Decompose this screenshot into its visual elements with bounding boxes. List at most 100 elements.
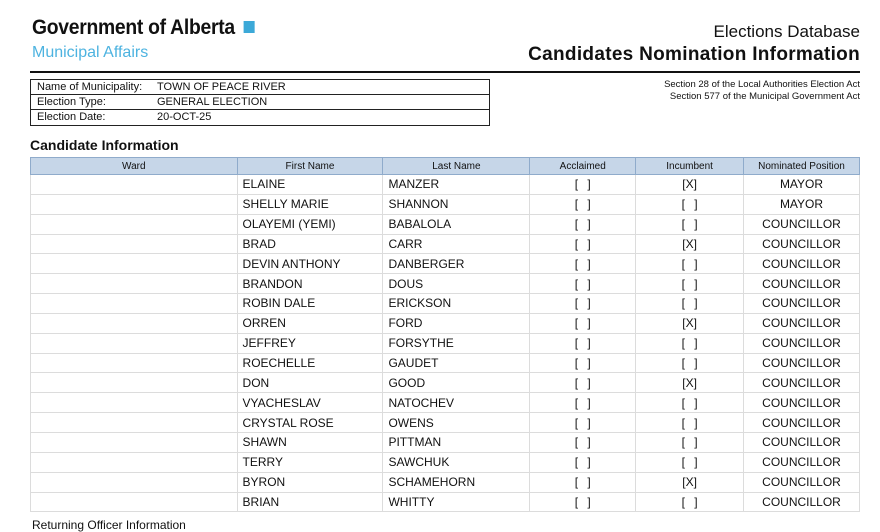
cell-acclaimed: [ ] <box>529 412 637 433</box>
cell-first-name: TERRY <box>236 451 384 473</box>
column-header-last-name: Last Name <box>382 157 531 175</box>
cell-acclaimed: [ ] <box>529 293 637 314</box>
column-header-acclaimed: Acclaimed <box>529 157 637 175</box>
cell-last-name: PITTMAN <box>382 431 531 453</box>
cell-first-name: BYRON <box>236 471 384 493</box>
cell-first-name: OLAYEMI (YEMI) <box>236 213 384 235</box>
cell-ward <box>30 213 238 235</box>
cell-ward <box>30 293 238 314</box>
cell-position: COUNCILLOR <box>743 312 860 334</box>
table-row: BYRON SCHAMEHORN[ ] [X] COUNCILLOR <box>30 471 860 493</box>
cell-last-name: CARR <box>382 233 531 255</box>
cell-acclaimed: [ ] <box>529 174 637 195</box>
cell-position: COUNCILLOR <box>743 253 860 275</box>
cell-last-name: SHANNON <box>382 193 531 215</box>
cell-ward <box>30 312 238 334</box>
cell-first-name: DEVIN ANTHONY <box>236 253 384 275</box>
cell-position: COUNCILLOR <box>743 352 860 374</box>
table-row: TERRY SAWCHUK[ ][ ] COUNCILLOR <box>30 451 860 473</box>
page-title: Candidates Nomination Information <box>528 44 860 65</box>
cell-acclaimed: [ ] <box>529 471 637 493</box>
cell-first-name: ROBIN DALE <box>236 293 384 314</box>
info-label: Name of Municipality: <box>37 81 143 93</box>
cell-first-name: SHAWN <box>236 431 384 453</box>
election-info-box: Name of Municipality: TOWN OF PEACE RIVER… <box>30 79 490 126</box>
table-row: BRANDON DOUS[ ][ ] COUNCILLOR <box>30 273 860 295</box>
cell-ward <box>30 471 238 493</box>
cell-last-name: FORD <box>382 312 531 334</box>
cell-first-name: SHELLY MARIE <box>236 193 384 215</box>
cell-ward <box>30 332 238 354</box>
cell-incumbent: [X] <box>635 471 745 493</box>
cell-acclaimed: [ ] <box>529 431 637 453</box>
cell-acclaimed: [ ] <box>529 213 637 235</box>
cell-first-name: JEFFREY <box>236 332 384 354</box>
info-value: GENERAL ELECTION <box>157 96 268 108</box>
table-row: OLAYEMI (YEMI) BABALOLA[ ][ ] COUNCILLOR <box>30 213 860 235</box>
table-row: ROECHELLE GAUDET[ ][ ] COUNCILLOR <box>30 352 860 374</box>
cell-position: COUNCILLOR <box>743 412 860 433</box>
cell-ward <box>30 451 238 473</box>
cell-acclaimed: [ ] <box>529 392 637 414</box>
cell-incumbent: [ ] <box>635 451 745 473</box>
cell-incumbent: [X] <box>635 233 745 255</box>
cell-last-name: BABALOLA <box>382 213 531 235</box>
cell-incumbent: [ ] <box>635 491 745 513</box>
cell-ward <box>30 392 238 414</box>
cell-incumbent: [ ] <box>635 431 745 453</box>
cell-incumbent: [ ] <box>635 412 745 433</box>
table-row: BRAD CARR[ ] [X] COUNCILLOR <box>30 233 860 255</box>
table-row: DEVIN ANTHONY DANBERGER[ ][ ] COUNCILLOR <box>30 253 860 275</box>
cell-position: COUNCILLOR <box>743 451 860 473</box>
table-row: SHAWN PITTMAN[ ][ ] COUNCILLOR <box>30 431 860 453</box>
cell-acclaimed: [ ] <box>529 372 637 394</box>
cell-first-name: VYACHESLAV <box>236 392 384 414</box>
cell-last-name: ERICKSON <box>382 293 531 314</box>
cell-incumbent: [ ] <box>635 273 745 295</box>
cell-ward <box>30 412 238 433</box>
cell-incumbent: [ ] <box>635 193 745 215</box>
table-row: JEFFREY FORSYTHE[ ][ ] COUNCILLOR <box>30 332 860 354</box>
section-reference: Section 28 of the Local Authorities Elec… <box>664 79 860 90</box>
cell-last-name: OWENS <box>382 412 531 433</box>
info-value: TOWN OF PEACE RIVER <box>157 81 286 93</box>
table-row: ELAINE MANZER[ ] [X] MAYOR <box>30 174 860 195</box>
table-row: BRIAN WHITTY[ ][ ] COUNCILLOR <box>30 491 860 513</box>
cell-incumbent: [ ] <box>635 332 745 354</box>
cell-last-name: SCHAMEHORN <box>382 471 531 493</box>
cell-incumbent: [ ] <box>635 293 745 314</box>
info-value: 20-OCT-25 <box>157 111 212 123</box>
cell-incumbent: [X] <box>635 174 745 195</box>
cell-ward <box>30 174 238 195</box>
cell-acclaimed: [ ] <box>529 233 637 255</box>
table-row: SHELLY MARIE SHANNON[ ][ ] MAYOR <box>30 193 860 215</box>
cell-acclaimed: [ ] <box>529 451 637 473</box>
info-label: Election Date: <box>37 111 106 123</box>
cell-first-name: ELAINE <box>236 174 384 195</box>
cell-ward <box>30 233 238 255</box>
table-row: DON GOOD[ ] [X] COUNCILLOR <box>30 372 860 394</box>
cell-last-name: GAUDET <box>382 352 531 374</box>
info-row: Name of Municipality: TOWN OF PEACE RIVER <box>31 80 489 95</box>
cell-last-name: NATOCHEV <box>382 392 531 414</box>
column-header-position: Nominated Position <box>743 157 860 175</box>
cell-incumbent: [ ] <box>635 253 745 275</box>
cell-ward <box>30 431 238 453</box>
section-reference: Section 577 of the Municipal Government … <box>669 91 860 102</box>
table-row: ORREN FORD[ ] [X] COUNCILLOR <box>30 312 860 334</box>
cell-first-name: BRANDON <box>236 273 384 295</box>
cell-ward <box>30 352 238 374</box>
cell-position: COUNCILLOR <box>743 293 860 314</box>
cell-ward <box>30 491 238 513</box>
cell-incumbent: [ ] <box>635 392 745 414</box>
cell-position: MAYOR <box>743 174 860 195</box>
column-header-ward: Ward <box>30 157 238 175</box>
cell-ward <box>30 253 238 275</box>
department-name: Municipal Affairs <box>32 44 149 61</box>
cell-position: COUNCILLOR <box>743 431 860 453</box>
cell-incumbent: [X] <box>635 372 745 394</box>
cell-position: COUNCILLOR <box>743 213 860 235</box>
cell-first-name: BRIAN <box>236 491 384 513</box>
cell-first-name: ROECHELLE <box>236 352 384 374</box>
org-name: Government of Alberta <box>32 16 235 39</box>
